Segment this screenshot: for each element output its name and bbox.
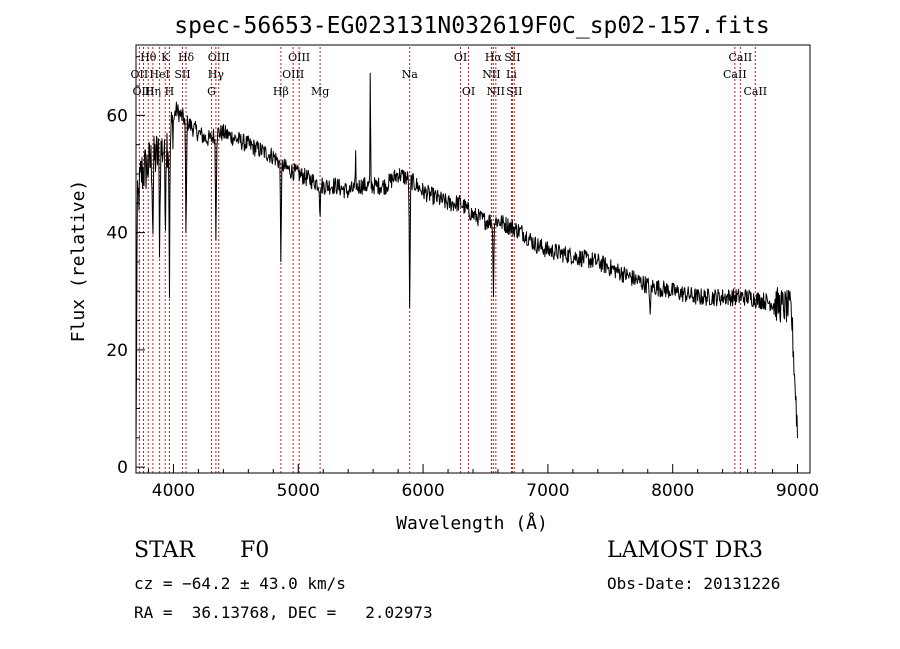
line-marker-label: SII xyxy=(174,68,190,81)
line-marker-label: H xyxy=(165,85,175,98)
line-marker-label: HeI xyxy=(149,68,169,81)
survey-label: LAMOST DR3 xyxy=(607,538,763,563)
x-tick-label: 7000 xyxy=(526,481,569,501)
line-marker-label: CaII xyxy=(729,51,753,64)
x-tick-label: 6000 xyxy=(401,481,444,501)
line-marker-label: SII xyxy=(504,51,520,64)
y-tick-label: 60 xyxy=(106,106,128,126)
coordinates-text: RA = 36.13768, DEC = 2.02973 xyxy=(134,603,433,622)
line-marker-label: OIII xyxy=(288,51,310,64)
x-tick-label: 5000 xyxy=(277,481,320,501)
line-marker-label: G xyxy=(207,85,216,98)
line-marker-label: NII xyxy=(487,85,505,98)
object-class: STAR xyxy=(134,538,195,563)
line-marker-label: Hα xyxy=(485,51,503,64)
line-marker-label: SII xyxy=(506,85,522,98)
x-tick-label: 4000 xyxy=(152,481,195,501)
line-marker-label: Hδ xyxy=(178,51,195,64)
y-tick-label: 0 xyxy=(117,458,128,478)
line-marker-label: Hθ xyxy=(140,51,157,64)
line-marker-label: K xyxy=(161,51,170,64)
x-axis: 4000 5000 6000 7000 8000 9000 xyxy=(147,464,819,501)
plot-frame xyxy=(135,44,811,474)
obs-date: Obs-Date: 20131226 xyxy=(607,574,781,593)
line-marker-label: Hγ xyxy=(208,68,225,81)
redshift-text: cz = −64.2 ± 43.0 km/s xyxy=(134,574,346,593)
spectrum-line xyxy=(135,72,798,448)
y-tick-label: 20 xyxy=(106,341,128,361)
line-marker-label: Hη xyxy=(145,85,161,98)
line-marker-label: OIII xyxy=(208,51,230,64)
object-subclass: F0 xyxy=(240,538,270,563)
line-marker-label: OIII xyxy=(282,68,304,81)
line-marker-label: Hβ xyxy=(273,85,289,98)
line-marker-label: CaII xyxy=(743,85,767,98)
line-marker-label: OII xyxy=(131,68,149,81)
x-axis-label: Wavelength (Å) xyxy=(396,512,548,534)
line-marker-label: Na xyxy=(402,68,419,81)
line-marker-label: OI xyxy=(454,51,467,64)
line-marker-label: OIII xyxy=(132,85,154,98)
x-tick-label: 8000 xyxy=(651,481,694,501)
line-marker-label: OI xyxy=(462,85,475,98)
y-axis-label: Flux (relative) xyxy=(68,180,89,343)
y-axis: 0 20 40 60 xyxy=(106,56,145,478)
line-marker-label: Li xyxy=(506,68,517,81)
x-tick-label: 9000 xyxy=(776,481,819,501)
chart-title: spec-56653-EG023131N032619F0C_sp02-157.f… xyxy=(174,13,769,39)
line-marker-label: CaII xyxy=(723,68,747,81)
y-tick-label: 40 xyxy=(106,224,128,244)
line-marker-label: NII xyxy=(482,68,500,81)
line-marker-label: Mg xyxy=(311,85,329,98)
